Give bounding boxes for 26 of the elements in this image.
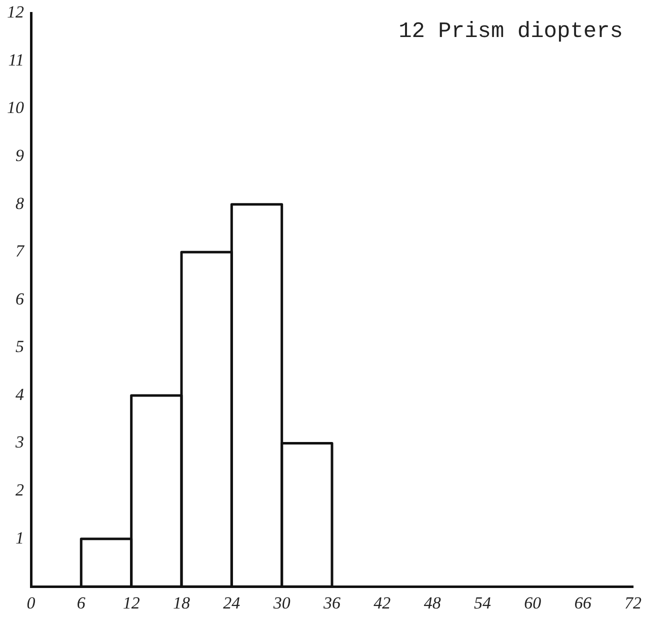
x-tick-label: 30 xyxy=(272,593,291,612)
x-tick-label: 54 xyxy=(474,593,492,612)
y-tick-label: 4 xyxy=(16,384,24,404)
x-tick-label: 12 xyxy=(122,593,140,612)
x-tick-label: 24 xyxy=(223,593,241,612)
y-tick-label: 5 xyxy=(16,337,24,356)
y-tick-label: 9 xyxy=(16,146,24,166)
y-tick-label: 10 xyxy=(7,98,24,118)
y-tick-label: 1 xyxy=(16,528,24,548)
x-tick-label: 6 xyxy=(76,593,86,612)
y-tick-label: 8 xyxy=(16,194,24,213)
x-tick-label: 0 xyxy=(26,593,36,612)
x-tick-label: 18 xyxy=(173,593,190,612)
chart-title: 12 Prism diopters xyxy=(398,18,623,44)
x-tick-label: 60 xyxy=(524,593,542,612)
y-tick-label: 2 xyxy=(16,480,24,500)
x-tick-label: 36 xyxy=(322,593,341,612)
x-tick-label: 66 xyxy=(574,593,592,612)
y-tick-label: 6 xyxy=(16,289,24,308)
y-tick-label: 11 xyxy=(8,50,24,70)
x-tick-label: 72 xyxy=(624,593,642,612)
x-tick-label: 48 xyxy=(424,593,442,612)
y-tick-label: 3 xyxy=(14,432,24,452)
x-tick-label: 42 xyxy=(374,593,392,612)
y-tick-label: 12 xyxy=(7,2,24,22)
y-tick-label: 7 xyxy=(16,242,26,261)
